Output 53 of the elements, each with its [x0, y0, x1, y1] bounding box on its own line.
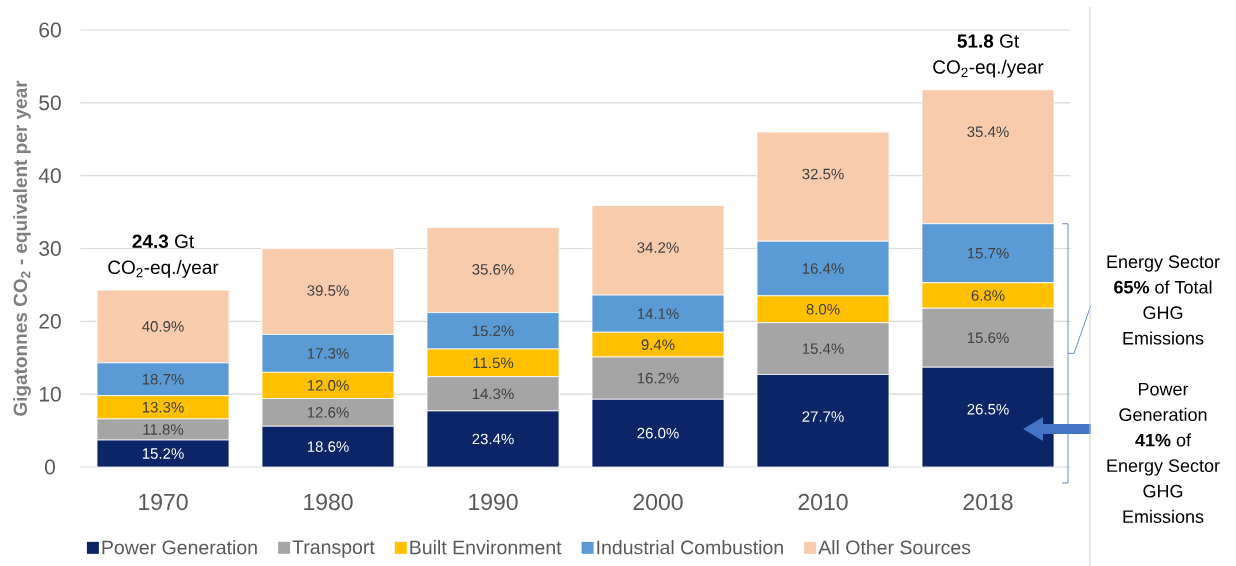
annotation: 39.5% — [307, 285, 349, 296]
y-tick-label: 40 — [38, 168, 61, 184]
legend-label: Transport — [292, 540, 375, 558]
annotation: 26.0% — [637, 427, 679, 439]
annotation: 35.6% — [472, 264, 514, 275]
annotation: 13.3% — [142, 401, 184, 413]
y-tick-label: 0 — [44, 459, 56, 475]
annotation: 18.6% — [307, 441, 349, 452]
annotation: 16.2% — [637, 372, 679, 384]
annotation: 15.4% — [802, 343, 844, 354]
y-axis-title: Gigatonnes CO$_{2}$ - equivalent per year — [13, 80, 31, 416]
annotation: 18.7% — [142, 373, 184, 385]
x-tick-label: 2000 — [633, 493, 683, 511]
annotation: 32.5% — [802, 168, 844, 180]
text: Energy Sector 65% of Total GHG Emissions — [1107, 255, 1220, 345]
legend-label: All Other Sources — [818, 540, 971, 555]
x-tick-label: 1970 — [139, 493, 188, 511]
annotation: 9.4% — [641, 339, 675, 350]
annotation: 15.6% — [967, 332, 1009, 344]
x-tick-label: 2018 — [963, 493, 1013, 511]
x-tick-label: 1980 — [304, 493, 353, 511]
annotation: 15.7% — [967, 247, 1009, 259]
y-tick-label: 30 — [39, 241, 61, 256]
annotation: 14.3% — [472, 388, 514, 400]
text: Power Generation 41% of Energy Sector GHG Emissions — [1107, 382, 1220, 524]
annotation: 35.4% — [967, 126, 1009, 138]
annotation: 27.7% — [802, 411, 844, 422]
annotation: 34.2% — [637, 242, 679, 253]
x-tick-label: 2010 — [798, 493, 848, 511]
annotation: 16.4% — [802, 263, 844, 274]
annotation: 6.8% — [971, 290, 1005, 301]
annotation: 11.8% — [143, 424, 184, 435]
y-tick-label: 20 — [39, 313, 61, 329]
x-tick-label: 1990 — [469, 493, 518, 511]
annotation: 14.1% — [637, 308, 679, 319]
y-tick-label: 10 — [39, 386, 61, 402]
annotation: 15.2% — [472, 325, 514, 337]
text: 51.8 Gt CO$_{2}$-eq./year — [933, 34, 1044, 78]
annotation: 40.9% — [142, 321, 184, 332]
text: 24.3 Gt CO$_{2}$-eq./year — [108, 234, 219, 278]
annotation: 17.3% — [307, 348, 349, 359]
annotation: 8.0% — [806, 304, 840, 315]
annotation: 11.5% — [473, 357, 514, 369]
legend-label: Industrial Combustion — [597, 540, 783, 555]
y-tick-label: 50 — [39, 95, 61, 111]
legend-label: Power Generation — [102, 540, 257, 555]
legend-label: Built Environment — [410, 540, 562, 555]
annotation: 23.4% — [472, 433, 514, 445]
annotation: 12.6% — [307, 407, 349, 418]
annotation: 15.2% — [142, 448, 184, 459]
annotation: 26.5% — [967, 403, 1009, 415]
annotation: 12.0% — [307, 380, 349, 391]
y-tick-label: 60 — [39, 22, 61, 38]
